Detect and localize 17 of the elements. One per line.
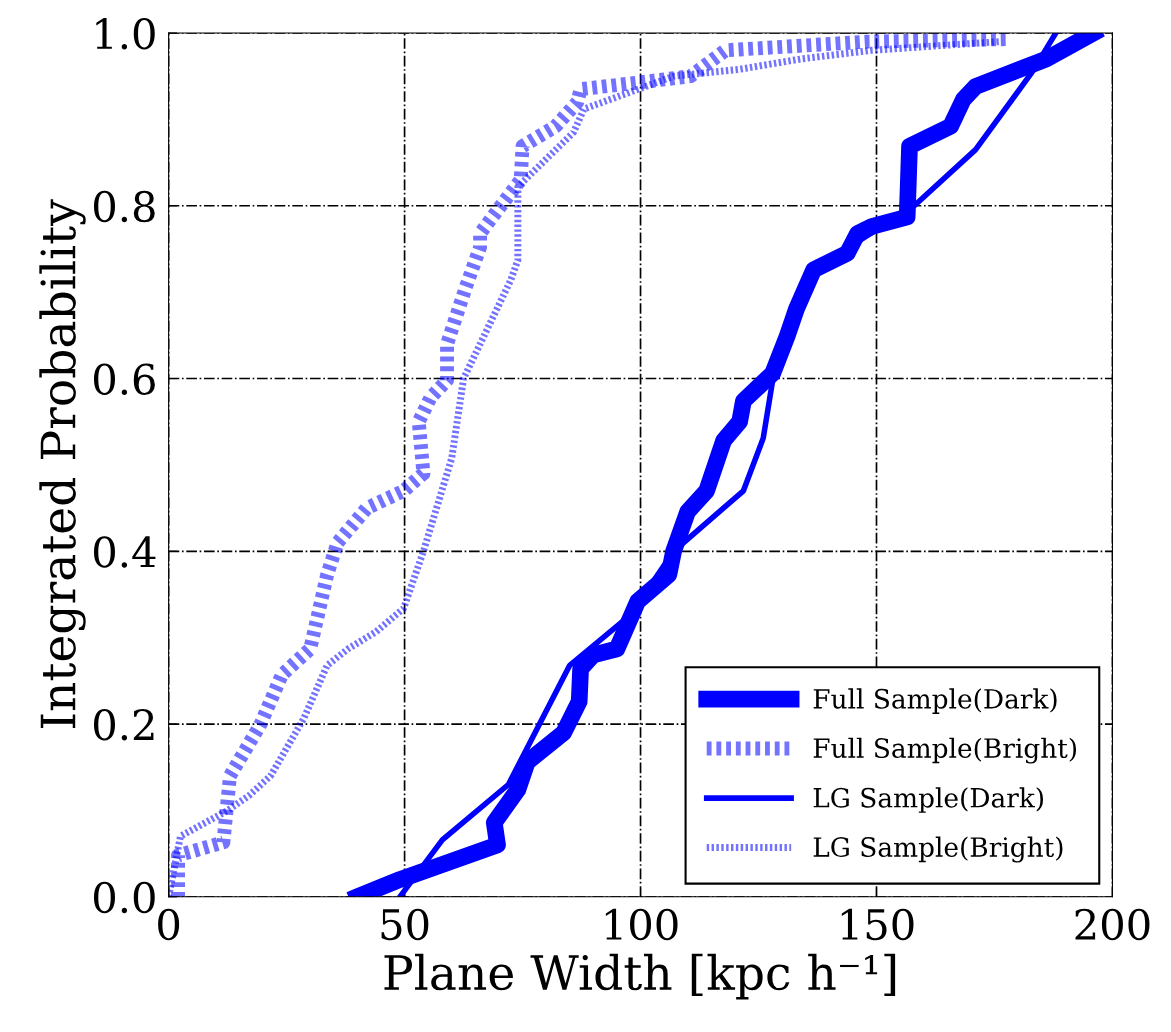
legend-label: Full Sample(Bright) xyxy=(813,737,1077,764)
legend-label: LG Sample(Bright) xyxy=(813,836,1063,863)
y-tick-label: 0.6 xyxy=(94,363,155,395)
x-tick-label: 200 xyxy=(1075,908,1150,941)
y-axis-title: Integrated Probability xyxy=(39,199,86,729)
y-tick-label: 0.2 xyxy=(94,708,154,741)
x-tick-label: 100 xyxy=(605,908,678,941)
x-axis-title: Plane Width [kpc h⁻¹] xyxy=(384,953,896,1000)
legend-label: Full Sample(Dark) xyxy=(813,688,1057,714)
y-tick-label: 1.0 xyxy=(96,17,155,50)
y-tick-label: 0.8 xyxy=(94,190,155,223)
y-tick-label: 0.0 xyxy=(94,881,155,914)
y-tick-label: 0.4 xyxy=(94,536,156,568)
x-tick-label: 0 xyxy=(158,908,180,941)
x-tick-label: 50 xyxy=(381,908,429,941)
legend-label: LG Sample(Dark) xyxy=(813,787,1044,813)
x-tick-label: 150 xyxy=(841,908,914,941)
